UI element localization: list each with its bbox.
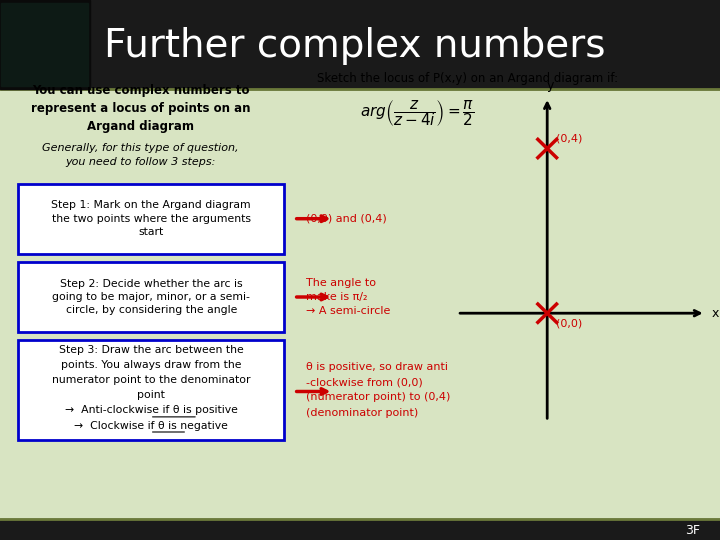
Text: →  Anti-clockwise if θ is positive: → Anti-clockwise if θ is positive [65, 406, 238, 415]
Text: (0,0): (0,0) [556, 319, 582, 329]
Bar [0, 0, 90, 89]
FancyBboxPatch shape [18, 340, 284, 440]
Text: point: point [138, 390, 165, 400]
Text: numerator point to the denominator: numerator point to the denominator [52, 375, 251, 385]
Text: (denominator point): (denominator point) [306, 408, 418, 417]
FancyBboxPatch shape [18, 262, 284, 332]
Text: (0,0) and (0,4): (0,0) and (0,4) [306, 214, 387, 224]
Text: Step 1: Mark on the Argand diagram
the two points where the arguments
start: Step 1: Mark on the Argand diagram the t… [51, 200, 251, 237]
Text: (0,4): (0,4) [556, 133, 582, 143]
Text: Generally, for this type of question,
you need to follow 3 steps:: Generally, for this type of question, yo… [42, 143, 238, 167]
FancyBboxPatch shape [18, 184, 284, 254]
Text: →  Clockwise if θ is negative: → Clockwise if θ is negative [74, 421, 228, 430]
Text: x: x [711, 307, 719, 320]
Text: You can use complex numbers to
represent a locus of points on an
Argand diagram: You can use complex numbers to represent… [31, 84, 250, 133]
Bar [0, 0, 720, 89]
Text: Further complex numbers: Further complex numbers [104, 27, 606, 65]
Text: $arg\left(\dfrac{z}{z-4i}\right)=\dfrac{\pi}{2}$: $arg\left(\dfrac{z}{z-4i}\right)=\dfrac{… [360, 98, 474, 129]
Text: The angle to
make is π/₂
→ A semi-circle: The angle to make is π/₂ → A semi-circle [306, 279, 390, 315]
Text: Sketch the locus of P(x,y) on an Argand diagram if:: Sketch the locus of P(x,y) on an Argand … [317, 72, 618, 85]
Text: θ is positive, so draw anti: θ is positive, so draw anti [306, 362, 448, 372]
Bar [0, 519, 720, 540]
Text: (numerator point) to (0,4): (numerator point) to (0,4) [306, 393, 451, 402]
Text: Step 3: Draw the arc between the: Step 3: Draw the arc between the [59, 345, 243, 355]
Text: 3F: 3F [685, 524, 700, 537]
Text: Step 2: Decide whether the arc is
going to be major, minor, or a semi-
circle, b: Step 2: Decide whether the arc is going … [53, 279, 250, 315]
Text: -clockwise from (0,0): -clockwise from (0,0) [306, 377, 423, 387]
Text: y: y [547, 79, 554, 92]
Text: points. You always draw from the: points. You always draw from the [61, 360, 241, 370]
Bar [1, 3, 88, 86]
